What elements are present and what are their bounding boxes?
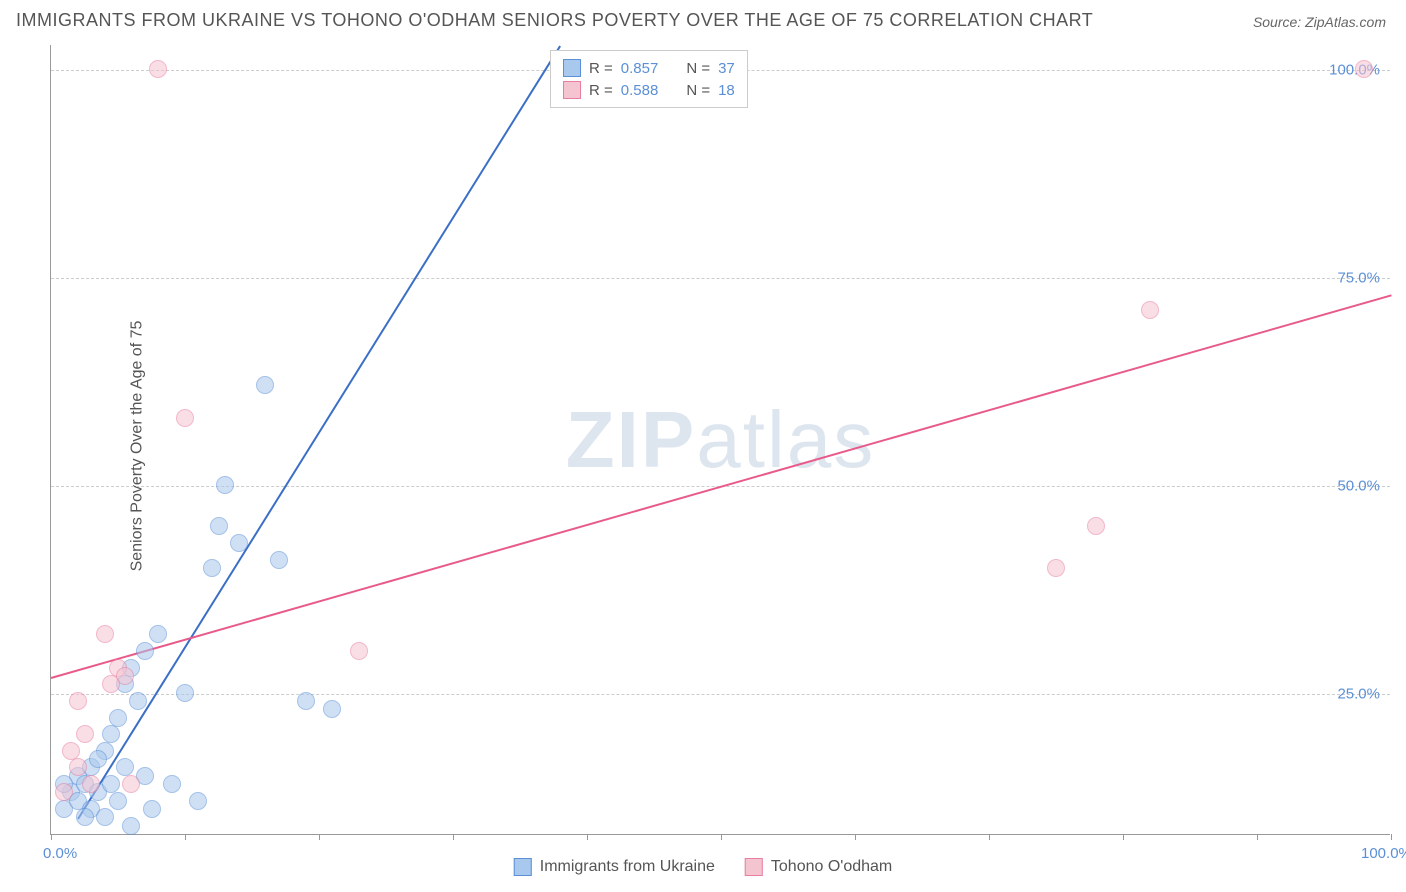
n-label: N =: [686, 82, 710, 99]
trend-line: [51, 295, 1392, 679]
data-point: [55, 783, 73, 801]
series-legend-item: Tohono O'odham: [745, 858, 892, 876]
data-point: [210, 517, 228, 535]
data-point: [176, 684, 194, 702]
y-tick-label: 25.0%: [1337, 685, 1380, 702]
r-value: 0.857: [621, 60, 659, 77]
data-point: [109, 709, 127, 727]
data-point: [76, 808, 94, 826]
x-tick: [1257, 834, 1258, 840]
gridline: [51, 278, 1390, 279]
data-point: [76, 725, 94, 743]
x-tick: [319, 834, 320, 840]
data-point: [96, 625, 114, 643]
x-tick: [587, 834, 588, 840]
chart-title: IMMIGRANTS FROM UKRAINE VS TOHONO O'ODHA…: [16, 10, 1093, 31]
data-point: [189, 792, 207, 810]
watermark: ZIPatlas: [566, 394, 875, 486]
data-point: [230, 534, 248, 552]
data-point: [297, 692, 315, 710]
stats-legend-row: R = 0.857 N = 37: [563, 57, 735, 79]
series-legend-item: Immigrants from Ukraine: [514, 858, 715, 876]
y-tick-label: 75.0%: [1337, 269, 1380, 286]
gridline: [51, 694, 1390, 695]
series-legend: Immigrants from Ukraine Tohono O'odham: [514, 858, 893, 876]
data-point: [102, 675, 120, 693]
data-point: [122, 817, 140, 835]
data-point: [1355, 60, 1373, 78]
x-tick-label: 0.0%: [43, 845, 77, 862]
x-tick: [453, 834, 454, 840]
r-label: R =: [589, 82, 613, 99]
data-point: [1047, 559, 1065, 577]
data-point: [149, 60, 167, 78]
data-point: [109, 792, 127, 810]
legend-swatch: [563, 81, 581, 99]
legend-swatch: [745, 858, 763, 876]
x-tick-label: 100.0%: [1361, 845, 1406, 862]
r-label: R =: [589, 60, 613, 77]
data-point: [116, 758, 134, 776]
r-value: 0.588: [621, 82, 659, 99]
data-point: [89, 750, 107, 768]
n-value: 18: [718, 82, 735, 99]
data-point: [216, 476, 234, 494]
source-attribution: Source: ZipAtlas.com: [1253, 14, 1386, 30]
x-tick: [1123, 834, 1124, 840]
y-tick-label: 50.0%: [1337, 477, 1380, 494]
data-point: [102, 775, 120, 793]
series-name: Immigrants from Ukraine: [540, 858, 715, 876]
data-point: [203, 559, 221, 577]
n-label: N =: [686, 60, 710, 77]
data-point: [102, 725, 120, 743]
x-tick: [1391, 834, 1392, 840]
legend-swatch: [514, 858, 532, 876]
x-tick: [51, 834, 52, 840]
data-point: [69, 692, 87, 710]
data-point: [350, 642, 368, 660]
data-point: [143, 800, 161, 818]
data-point: [1087, 517, 1105, 535]
data-point: [122, 775, 140, 793]
data-point: [1141, 301, 1159, 319]
n-value: 37: [718, 60, 735, 77]
data-point: [129, 692, 147, 710]
x-tick: [185, 834, 186, 840]
data-point: [149, 625, 167, 643]
data-point: [136, 642, 154, 660]
series-name: Tohono O'odham: [771, 858, 892, 876]
data-point: [62, 742, 80, 760]
data-point: [256, 376, 274, 394]
data-point: [82, 775, 100, 793]
stats-legend-row: R = 0.588 N = 18: [563, 79, 735, 101]
x-tick: [989, 834, 990, 840]
trend-line: [77, 45, 561, 819]
legend-swatch: [563, 59, 581, 77]
plot-area: ZIPatlas 25.0%50.0%75.0%100.0%0.0%100.0%: [50, 45, 1390, 835]
data-point: [163, 775, 181, 793]
data-point: [270, 551, 288, 569]
stats-legend: R = 0.857 N = 37 R = 0.588 N = 18: [550, 50, 748, 108]
data-point: [96, 808, 114, 826]
data-point: [176, 409, 194, 427]
x-tick: [855, 834, 856, 840]
data-point: [69, 758, 87, 776]
x-tick: [721, 834, 722, 840]
data-point: [323, 700, 341, 718]
